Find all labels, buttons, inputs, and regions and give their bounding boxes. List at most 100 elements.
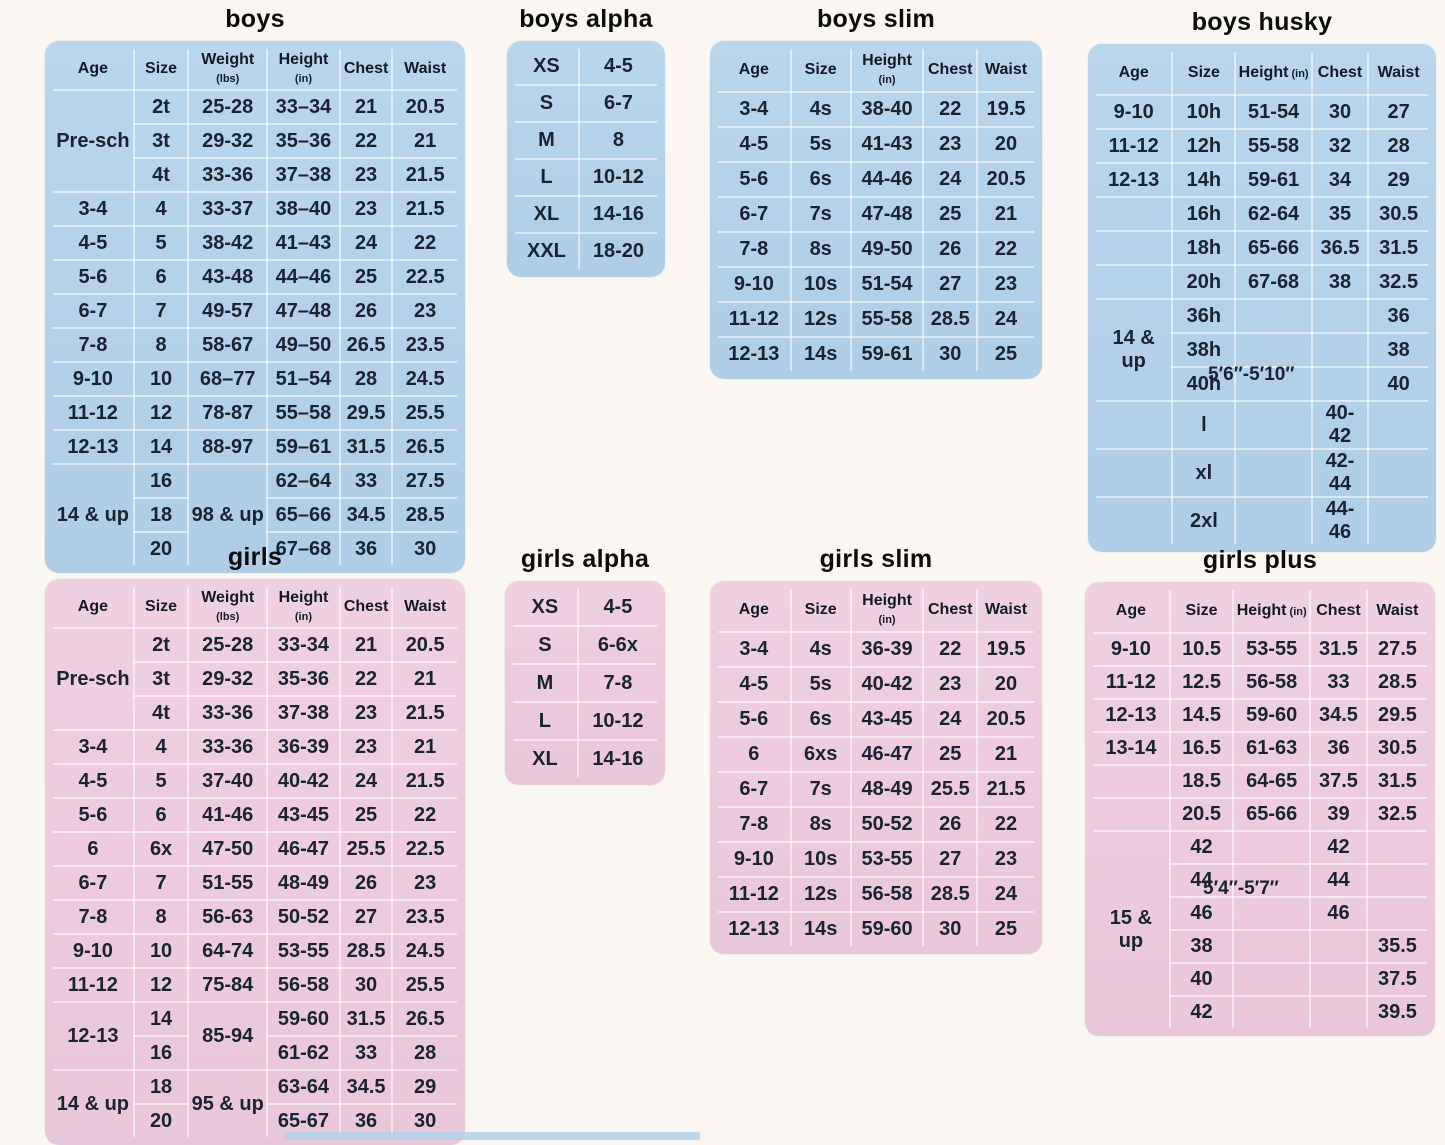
table-cell — [1094, 400, 1174, 450]
table-cell — [1365, 896, 1429, 931]
table-cell: 6 — [52, 831, 135, 867]
table-cell: 51-55 — [187, 865, 269, 901]
table-cell: XXL — [514, 232, 580, 270]
table-cell: 30 — [391, 531, 458, 566]
table-cell: 11-12 — [717, 876, 792, 913]
table-cell: 6s — [789, 161, 852, 198]
table-cell: 12s — [789, 876, 852, 913]
column-header: Age — [717, 48, 792, 93]
table-cell: 37.5 — [1365, 962, 1429, 997]
table-cell: 4 — [132, 729, 190, 765]
table-cell: 5-6 — [717, 701, 792, 738]
table-cell: 37.5 — [1309, 764, 1368, 799]
table-cell: 31.5 — [338, 429, 394, 465]
table-cell: XL — [512, 739, 579, 778]
table-cell: 31.5 — [1365, 764, 1429, 799]
table-cell: 21 — [338, 89, 394, 125]
table-cell: 23 — [922, 666, 979, 703]
table-cell: 8 — [577, 121, 659, 160]
table-cell: 4-5 — [52, 763, 135, 799]
table-title-boys-alpha: boys alpha — [519, 5, 653, 33]
table-cell: 30 — [1310, 94, 1370, 130]
scan-artifact — [285, 1132, 700, 1140]
table-cell: 22 — [338, 661, 394, 697]
table-cell: 4s — [789, 91, 852, 128]
column-header: Chest — [922, 48, 979, 93]
table-cell — [1234, 448, 1313, 498]
girls-alpha-size-table: XS 4-5 S 6-6x M 7-8 L 10-12 XL 14-16 — [512, 588, 659, 778]
table-cell: 56-63 — [187, 899, 269, 935]
table-cell: 43-48 — [187, 259, 269, 295]
table-cell: 35–36 — [266, 123, 341, 159]
girls-alpha-table-section: girls alpha XS 4-5 S 6-6x M 7-8 L 10-12 XL 14-16 — [505, 545, 665, 785]
table-cell: 21 — [391, 123, 458, 159]
table-cell: 19.5 — [976, 91, 1035, 128]
table-cell: 25.5 — [391, 395, 458, 431]
table-cell: 25.5 — [922, 771, 979, 808]
table-cell: 23.5 — [391, 899, 458, 935]
table-title-girls-alpha: girls alpha — [520, 545, 650, 573]
table-cell: 10 — [132, 361, 190, 397]
table-cell: 26 — [338, 865, 394, 901]
table-cell: 98 & up — [187, 463, 269, 566]
table-cell: 41-43 — [849, 126, 925, 163]
table-cell: 46-47 — [849, 736, 925, 773]
table-cell: 10-12 — [577, 158, 659, 197]
table-cell: 4-5 — [576, 588, 659, 627]
column-header: Waist — [1365, 589, 1429, 634]
table-cell — [1234, 366, 1313, 402]
table-cell — [1092, 797, 1171, 832]
column-header: Waist — [976, 588, 1035, 633]
table-cell: 23.5 — [391, 327, 458, 363]
height-range-note: 5′4″-5′7″ — [1203, 878, 1279, 899]
table-cell: 14-16 — [576, 739, 659, 778]
table-cell: 14.5 — [1168, 698, 1235, 733]
table-cell — [1367, 496, 1429, 545]
table-cell: 36h — [1171, 298, 1237, 334]
girls-plus-panel: Age Size Height (in) Chest Waist 9-10 10.5 53-5… — [1085, 582, 1435, 1036]
table-cell: 41-46 — [187, 797, 269, 833]
table-cell: S — [514, 84, 580, 123]
table-cell: 24 — [922, 701, 979, 738]
table-cell: 11-12 — [52, 395, 135, 431]
table-title-girls: girls — [227, 543, 283, 571]
table-cell: 37–38 — [266, 157, 341, 193]
table-cell: 32 — [1310, 128, 1370, 164]
table-cell: 30 — [338, 967, 394, 1003]
table-cell: 53-55 — [266, 933, 341, 969]
girls-slim-panel: Age Size Height (in) Chest Waist 3-4 4s 36-39 22… — [710, 581, 1042, 954]
table-cell: 34.5 — [338, 1069, 394, 1105]
column-header: Waist — [1367, 51, 1429, 96]
table-cell: 21 — [976, 736, 1035, 773]
table-cell: 22 — [922, 631, 979, 668]
table-cell: 40-42 — [266, 763, 341, 799]
table-cell: 26.5 — [391, 429, 458, 465]
table-cell: 18 — [132, 1069, 190, 1105]
column-header: Size — [132, 586, 190, 629]
table-cell: 10 — [132, 933, 190, 969]
table-cell: 7-8 — [52, 327, 135, 363]
table-cell: 38-42 — [187, 225, 269, 261]
table-cell: 58-67 — [187, 327, 269, 363]
table-cell: 23 — [338, 191, 394, 227]
table-cell — [1367, 400, 1429, 450]
column-header: Chest — [1310, 51, 1370, 96]
table-cell: 8 — [132, 327, 190, 363]
table-cell: 21 — [391, 661, 458, 697]
table-cell: 12h — [1171, 128, 1237, 164]
table-cell: 5-6 — [52, 797, 135, 833]
table-cell: 47–48 — [266, 293, 341, 329]
table-cell: 19.5 — [976, 631, 1035, 668]
table-cell: 9-10 — [52, 933, 135, 969]
table-cell: 18h — [1171, 230, 1237, 266]
table-cell: 34.5 — [1309, 698, 1368, 733]
table-cell: 34 — [1310, 162, 1370, 198]
table-cell: 12-13 — [1094, 162, 1174, 198]
table-cell: 63-64 — [266, 1069, 341, 1105]
table-cell — [1234, 400, 1313, 450]
table-cell: 8s — [789, 231, 852, 268]
table-cell: 5s — [789, 666, 852, 703]
table-cell: 21 — [976, 196, 1035, 233]
table-cell: 14h — [1171, 162, 1237, 198]
table-cell: 29-32 — [187, 123, 269, 159]
